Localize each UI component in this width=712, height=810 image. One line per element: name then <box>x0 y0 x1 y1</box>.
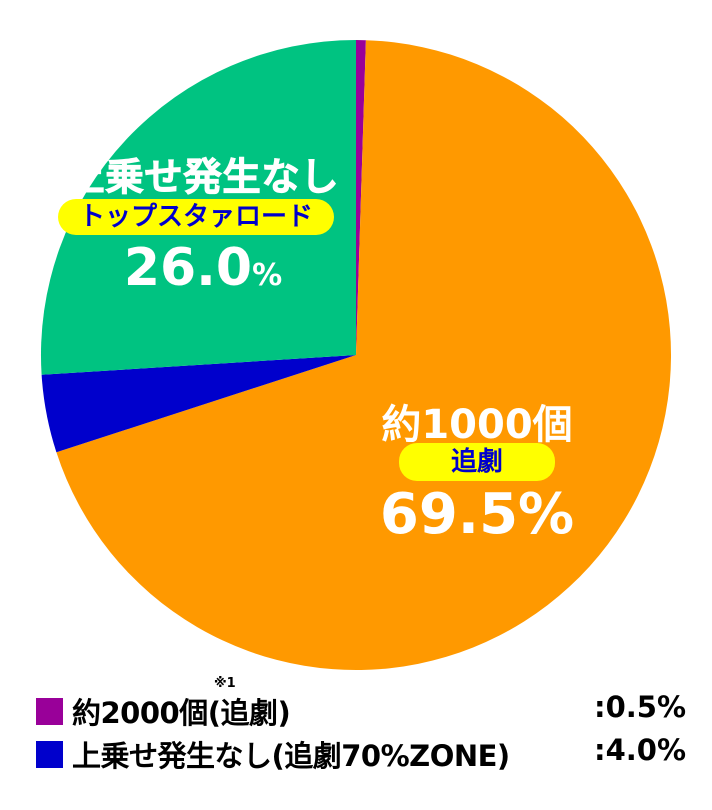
footnote-marker: ※1 <box>214 676 236 691</box>
legend-swatch-blue <box>36 741 63 768</box>
green-slice-percent: 26.0% <box>58 238 348 298</box>
slice-purple-2000 <box>356 40 366 355</box>
legend-item-blue: 上乗せ発生なし(追劇70%ZONE) :4.0% <box>36 733 686 773</box>
legend-label: 上乗せ発生なし(追劇70%ZONE) <box>72 739 510 773</box>
green-pct-unit: % <box>252 258 283 293</box>
slice-orange-1000 <box>56 40 672 671</box>
green-pct-number: 26.0 <box>123 238 253 298</box>
green-slice-pill: トップスタァロード <box>58 199 334 235</box>
slice-blue-no-add-zone <box>41 355 356 453</box>
legend-value: :4.0% <box>593 733 686 767</box>
green-slice-title: 上乗せ発生なし <box>66 155 340 200</box>
pie-chart <box>40 39 672 671</box>
legend-item-purple: 約2000個(追劇) ※1 :0.5% <box>36 676 686 732</box>
legend-value: :0.5% <box>593 690 686 724</box>
orange-slice-percent: 69.5% <box>379 482 575 547</box>
legend-swatch-purple <box>36 698 63 725</box>
legend-label-text: 約2000個(追劇) <box>72 696 291 730</box>
orange-slice-pill: 追劇 <box>399 443 555 481</box>
legend-label: 約2000個(追劇) <box>72 690 291 732</box>
orange-slice-title: 約1000個 <box>381 402 573 448</box>
